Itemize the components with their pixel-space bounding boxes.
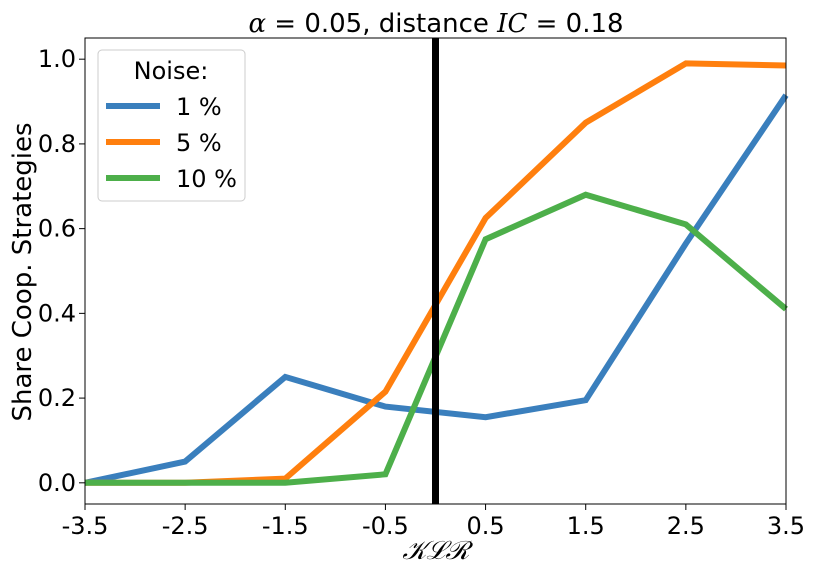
title-ic: IC [496, 9, 527, 39]
y-tick-label: 1.0 [38, 45, 76, 73]
plot-frame [84, 37, 787, 505]
y-tick-label: 0.0 [38, 469, 76, 497]
legend-label-1: 1 % [176, 93, 222, 121]
x-tick-label: 1.5 [567, 512, 605, 540]
x-axis-label: 𝒦ℒℛ [402, 536, 473, 566]
title-part-2: = 0.18 [527, 9, 623, 39]
x-tick-label: 2.5 [667, 512, 705, 540]
y-tick-label: 0.8 [38, 130, 76, 158]
y-axis-label: Share Coop. Strategies [8, 122, 38, 421]
x-axis: -3.5 -2.5 -1.5 -0.5 0.5 1.5 2.5 3.5 [62, 504, 805, 540]
x-tick-label: -1.5 [262, 512, 309, 540]
legend-items: 1 % 5 % 10 % [106, 93, 237, 193]
legend-label-3: 10 % [176, 165, 237, 193]
legend: Noise: 1 % 5 % 10 % [97, 49, 246, 202]
legend-box [97, 49, 246, 202]
y-tick-label: 0.4 [38, 299, 76, 327]
chart-title: α = 0.05, distance IC = 0.18 [248, 9, 623, 39]
title-part-1: = 0.05, distance [266, 9, 497, 39]
y-tick-label: 0.2 [38, 384, 76, 412]
x-tick-label: 3.5 [767, 512, 805, 540]
x-tick-label: 0.5 [466, 512, 504, 540]
legend-label-2: 5 % [176, 129, 222, 157]
x-tick-label: -3.5 [62, 512, 109, 540]
legend-title: Noise: [134, 57, 209, 85]
title-alpha: α [248, 9, 266, 39]
y-tick-label: 0.6 [38, 215, 76, 243]
x-tick-label: -2.5 [162, 512, 209, 540]
x-tick-label: -0.5 [362, 512, 409, 540]
y-axis: 0.0 0.2 0.4 0.6 0.8 1.0 [38, 45, 85, 497]
